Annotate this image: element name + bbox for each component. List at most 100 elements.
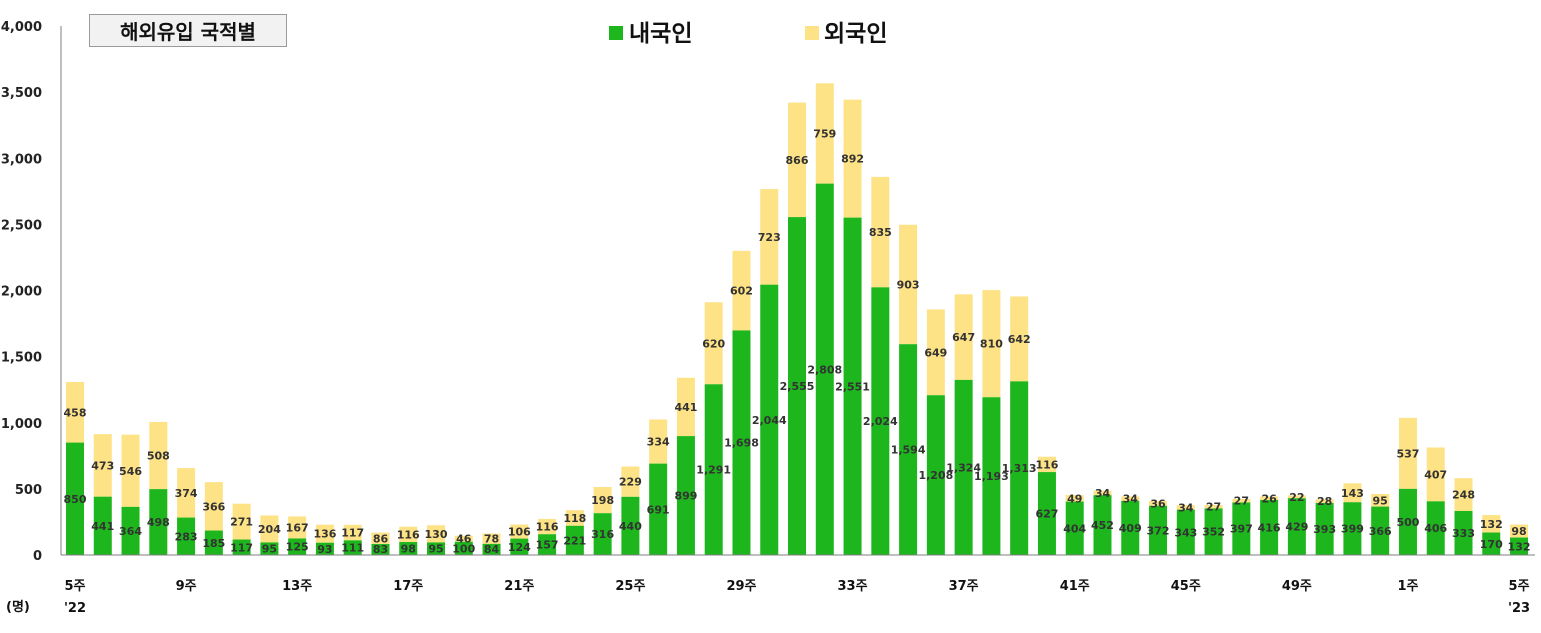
bar-domestic	[260, 542, 279, 555]
bar-foreign	[1093, 490, 1112, 496]
bar-foreign	[1315, 499, 1334, 504]
data-label-foreign: 132	[1480, 518, 1503, 531]
bar-domestic	[1176, 509, 1195, 555]
data-label-domestic: 125	[286, 541, 309, 554]
bar-domestic	[93, 496, 112, 555]
bar-foreign	[1204, 504, 1223, 509]
data-label-domestic: 98	[401, 543, 416, 556]
data-label-domestic: 170	[1480, 538, 1503, 551]
bar-domestic	[704, 384, 723, 555]
bar-domestic	[177, 517, 196, 555]
y-unit-label: (명)	[6, 599, 30, 615]
y-tick-label: 1,000	[1, 417, 42, 432]
y-tick-label: 4,000	[1, 20, 42, 35]
data-label-foreign: 117	[341, 527, 364, 540]
data-label-domestic: 1,698	[724, 437, 759, 450]
data-label-foreign: 27	[1206, 501, 1221, 514]
bar-domestic	[982, 397, 1001, 555]
bar-foreign	[510, 524, 529, 539]
x-tick-label: 37주	[949, 579, 979, 594]
bar-domestic	[1093, 495, 1112, 555]
y-tick-label: 2,000	[1, 285, 42, 300]
legend: 내국인 외국인	[609, 21, 887, 47]
data-label-foreign: 602	[730, 285, 753, 298]
bar-foreign	[232, 503, 251, 540]
bar-foreign	[982, 290, 1001, 398]
bar-foreign	[704, 302, 723, 385]
bar-foreign	[1232, 498, 1251, 503]
bar-foreign	[121, 434, 140, 507]
bar-domestic	[676, 436, 695, 555]
data-label-domestic: 333	[1452, 527, 1475, 540]
bar-domestic	[1287, 498, 1306, 555]
x-tick-label: 33주	[838, 579, 868, 594]
bar-domestic	[232, 539, 251, 555]
bar-foreign	[1149, 501, 1168, 506]
data-label-foreign: 204	[258, 523, 281, 536]
data-label-foreign: 723	[758, 231, 781, 244]
bar-domestic	[732, 330, 751, 555]
data-label-foreign: 116	[1035, 458, 1058, 471]
data-label-foreign: 116	[397, 528, 420, 541]
data-label-domestic: 409	[1119, 522, 1142, 535]
data-label-domestic: 2,808	[807, 363, 842, 376]
data-label-foreign: 49	[1067, 492, 1082, 505]
data-label-domestic: 627	[1035, 508, 1058, 521]
data-label-domestic: 283	[175, 530, 198, 543]
data-label-foreign: 473	[91, 459, 114, 472]
bar-foreign	[288, 516, 307, 539]
data-label-foreign: 34	[1178, 501, 1194, 514]
bar-domestic	[954, 379, 973, 555]
y-tick-label: 2,500	[1, 218, 42, 233]
bar-domestic	[565, 525, 584, 555]
data-label-domestic: 364	[119, 525, 142, 538]
data-label-foreign: 98	[1511, 525, 1526, 538]
bar-domestic	[1371, 506, 1390, 555]
bar-domestic	[593, 513, 612, 555]
bar-foreign	[1398, 417, 1417, 489]
data-label-domestic: 83	[373, 543, 388, 556]
data-label-foreign: 78	[484, 533, 499, 546]
bar-foreign	[1010, 296, 1029, 382]
bar-foreign	[454, 535, 473, 542]
y-tick-label: 1,500	[1, 351, 42, 366]
x-tick-label: 17주	[393, 579, 423, 594]
data-label-domestic: 84	[484, 543, 500, 556]
bar-foreign	[815, 83, 834, 184]
data-label-domestic: 343	[1174, 526, 1197, 539]
data-label-domestic: 95	[262, 543, 277, 556]
data-label-foreign: 366	[202, 500, 225, 513]
bar-foreign	[1426, 447, 1445, 502]
bar-foreign	[1510, 524, 1529, 538]
bar-foreign	[1260, 496, 1279, 500]
bar-foreign	[1454, 478, 1473, 511]
data-label-foreign: 866	[786, 154, 809, 167]
data-label-domestic: 2,551	[835, 380, 870, 393]
data-label-domestic: 2,024	[863, 415, 898, 428]
bar-foreign	[1482, 515, 1501, 533]
data-label-domestic: 440	[619, 520, 642, 533]
data-label-foreign: 546	[119, 465, 142, 478]
bar-foreign	[66, 382, 84, 443]
y-axis: 0 500 1,000 1,500 2,000 2,500 3,000 3,500 4,000	[1, 20, 42, 564]
y-tick-label: 3,000	[1, 152, 42, 167]
data-label-domestic: 899	[674, 490, 697, 503]
data-label-domestic: 441	[91, 520, 114, 533]
x-tick-label: 49주	[1282, 579, 1312, 594]
x-tick-year-label: '23	[1508, 601, 1530, 616]
data-label-domestic: 691	[647, 503, 670, 516]
x-tick-label: 9주	[176, 579, 197, 594]
bar-foreign	[788, 102, 807, 218]
data-label-domestic: 1,193	[974, 470, 1009, 483]
data-label-domestic: 416	[1258, 521, 1281, 534]
data-label-foreign: 27	[1234, 495, 1249, 508]
x-tick-label: 21주	[504, 579, 534, 594]
bar-domestic	[1426, 501, 1445, 555]
bar-foreign	[1343, 483, 1362, 503]
bar-domestic	[1010, 381, 1029, 555]
data-label-domestic: 393	[1313, 523, 1336, 536]
bar-foreign	[315, 524, 334, 543]
data-label-domestic: 429	[1285, 521, 1308, 534]
bar-foreign	[399, 526, 418, 543]
bar-domestic	[510, 538, 529, 555]
